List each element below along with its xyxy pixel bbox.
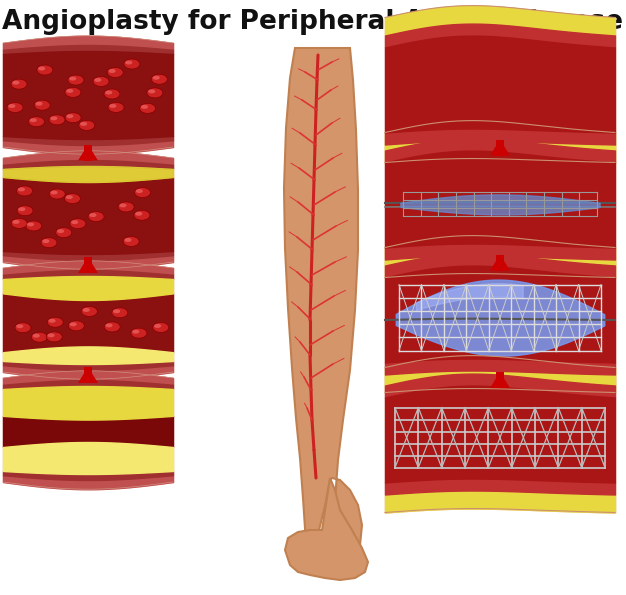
Ellipse shape — [66, 89, 73, 93]
Ellipse shape — [135, 212, 142, 216]
Ellipse shape — [11, 218, 27, 228]
Ellipse shape — [68, 321, 85, 331]
Ellipse shape — [112, 308, 128, 318]
Ellipse shape — [153, 76, 160, 80]
Ellipse shape — [153, 322, 169, 333]
Ellipse shape — [148, 89, 155, 93]
Ellipse shape — [93, 76, 109, 86]
Ellipse shape — [46, 332, 62, 342]
Ellipse shape — [70, 218, 86, 228]
Ellipse shape — [141, 105, 148, 109]
Ellipse shape — [107, 67, 123, 77]
Ellipse shape — [123, 236, 139, 246]
Ellipse shape — [31, 332, 48, 342]
Ellipse shape — [56, 228, 72, 237]
Ellipse shape — [49, 115, 65, 125]
Ellipse shape — [17, 206, 33, 216]
Ellipse shape — [80, 122, 87, 126]
Ellipse shape — [104, 322, 120, 332]
Ellipse shape — [33, 334, 40, 338]
Ellipse shape — [15, 322, 31, 333]
Ellipse shape — [118, 202, 134, 212]
Text: Angioplasty for Peripheral Artery Disease: Angioplasty for Peripheral Artery Diseas… — [3, 9, 623, 35]
Polygon shape — [284, 48, 362, 562]
Bar — [84, 367, 92, 383]
Ellipse shape — [105, 324, 113, 327]
Ellipse shape — [17, 186, 33, 196]
Ellipse shape — [108, 102, 124, 112]
Ellipse shape — [41, 237, 57, 248]
Ellipse shape — [79, 120, 95, 130]
Ellipse shape — [47, 317, 63, 327]
Ellipse shape — [65, 87, 81, 98]
Ellipse shape — [65, 112, 81, 123]
Ellipse shape — [108, 69, 116, 73]
Ellipse shape — [66, 114, 73, 118]
Ellipse shape — [71, 220, 78, 224]
Polygon shape — [490, 139, 510, 155]
Bar — [496, 372, 504, 388]
Ellipse shape — [104, 89, 120, 99]
Ellipse shape — [49, 189, 65, 199]
Bar — [496, 255, 504, 271]
Ellipse shape — [95, 78, 101, 82]
Ellipse shape — [57, 229, 64, 233]
Polygon shape — [78, 257, 98, 273]
Ellipse shape — [69, 322, 77, 326]
Ellipse shape — [134, 210, 150, 220]
Ellipse shape — [18, 207, 26, 211]
Ellipse shape — [151, 74, 167, 84]
Ellipse shape — [125, 61, 132, 64]
Ellipse shape — [147, 88, 163, 98]
Ellipse shape — [7, 102, 23, 112]
Ellipse shape — [42, 239, 49, 243]
Polygon shape — [285, 478, 368, 580]
Ellipse shape — [88, 212, 104, 221]
Ellipse shape — [120, 203, 126, 208]
Ellipse shape — [69, 77, 76, 80]
Ellipse shape — [12, 81, 19, 84]
Bar — [84, 257, 92, 273]
Ellipse shape — [27, 223, 34, 227]
Ellipse shape — [16, 324, 23, 328]
Ellipse shape — [136, 189, 143, 193]
Ellipse shape — [50, 116, 58, 120]
Ellipse shape — [38, 67, 45, 70]
Bar — [84, 145, 92, 161]
Ellipse shape — [26, 221, 42, 231]
Ellipse shape — [140, 104, 156, 114]
Ellipse shape — [28, 117, 44, 127]
Polygon shape — [78, 367, 98, 383]
Ellipse shape — [131, 328, 147, 338]
Ellipse shape — [13, 220, 19, 224]
Polygon shape — [490, 255, 510, 271]
Ellipse shape — [132, 330, 140, 334]
Ellipse shape — [124, 59, 140, 69]
Ellipse shape — [135, 187, 150, 198]
Bar — [496, 139, 504, 155]
Ellipse shape — [83, 308, 90, 312]
Ellipse shape — [18, 187, 25, 192]
Ellipse shape — [8, 104, 16, 108]
Ellipse shape — [66, 195, 73, 199]
Ellipse shape — [125, 238, 131, 242]
Ellipse shape — [11, 79, 27, 89]
Ellipse shape — [64, 193, 81, 203]
Ellipse shape — [81, 306, 98, 317]
Ellipse shape — [68, 75, 84, 85]
Ellipse shape — [37, 65, 53, 75]
Ellipse shape — [154, 324, 161, 328]
Ellipse shape — [34, 100, 50, 110]
Ellipse shape — [105, 90, 112, 95]
Ellipse shape — [36, 102, 43, 106]
Ellipse shape — [113, 309, 120, 313]
Ellipse shape — [29, 118, 37, 122]
Ellipse shape — [90, 213, 96, 217]
Ellipse shape — [48, 333, 54, 337]
Polygon shape — [490, 372, 510, 388]
Polygon shape — [78, 145, 98, 161]
Ellipse shape — [48, 319, 56, 322]
Ellipse shape — [109, 104, 116, 108]
Ellipse shape — [51, 190, 58, 195]
